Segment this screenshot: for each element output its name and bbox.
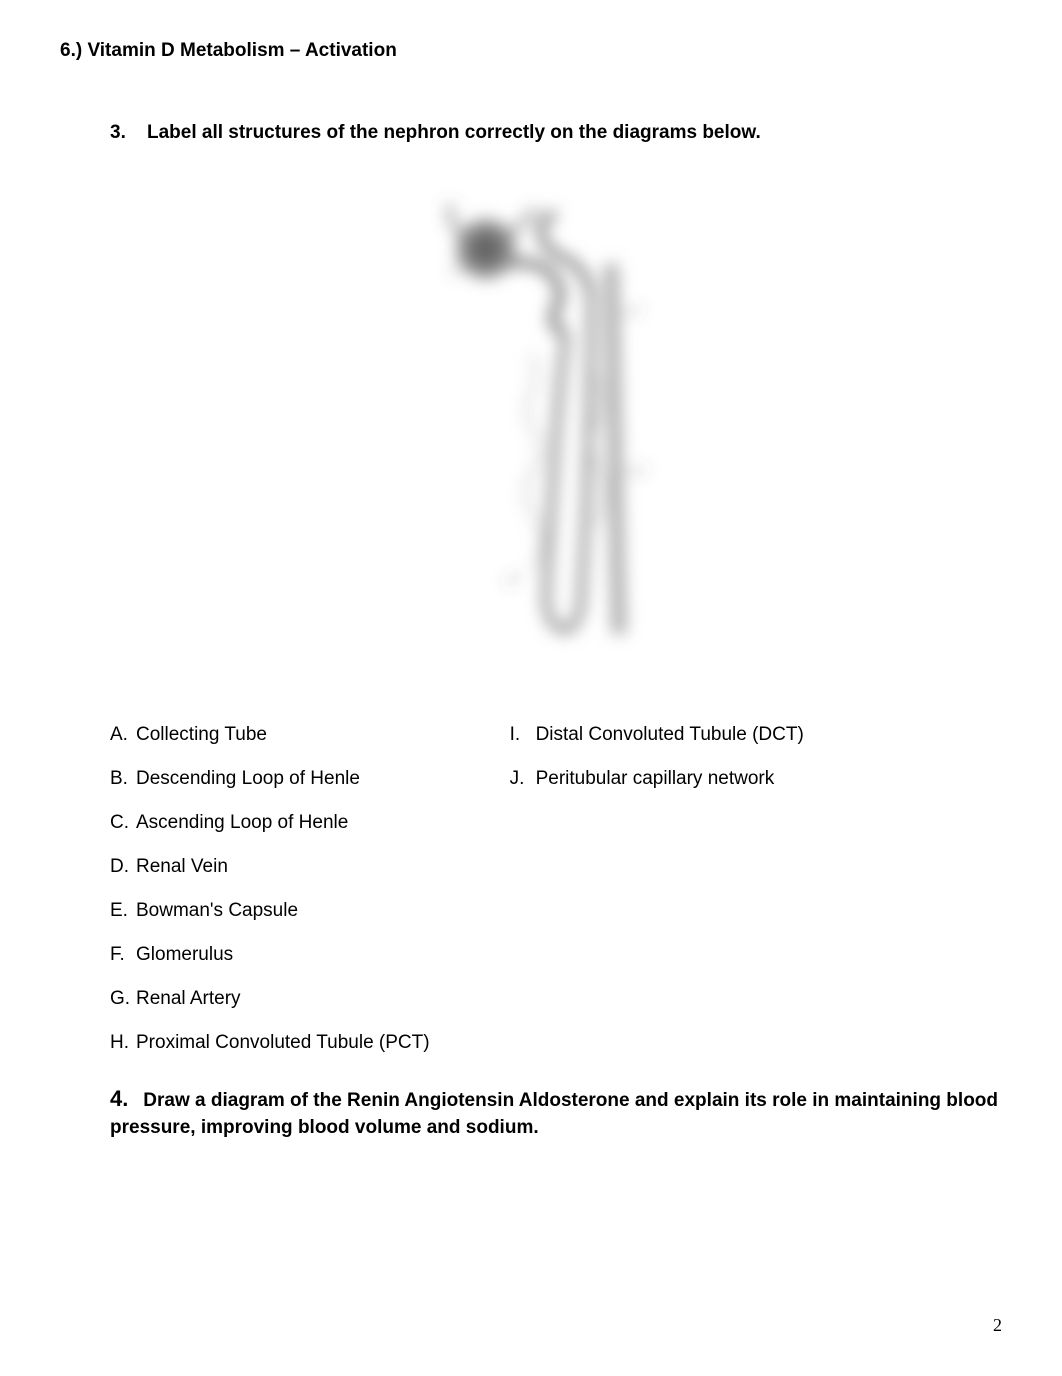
- answer-text: Distal Convoluted Tubule (DCT): [536, 724, 804, 746]
- answer-letter: D.: [110, 856, 136, 878]
- answer-letter: C.: [110, 812, 136, 834]
- diagram-container: [60, 174, 1002, 674]
- answer-item: E. Bowman's Capsule: [110, 900, 430, 922]
- answer-letter: E.: [110, 900, 136, 922]
- question-3: 3. Label all structures of the nephron c…: [110, 122, 1002, 144]
- question-3-text: Label all structures of the nephron corr…: [147, 122, 761, 143]
- answer-item: H. Proximal Convoluted Tubule (PCT): [110, 1032, 430, 1054]
- answer-item: I. Distal Convoluted Tubule (DCT): [510, 724, 804, 746]
- answer-letter: G.: [110, 988, 136, 1010]
- answer-item: F. Glomerulus: [110, 944, 430, 966]
- answer-text: Proximal Convoluted Tubule (PCT): [136, 1032, 430, 1054]
- answer-item: C. Ascending Loop of Henle: [110, 812, 430, 834]
- question-3-number: 3.: [110, 122, 126, 143]
- answer-text: Ascending Loop of Henle: [136, 812, 348, 834]
- answer-text: Glomerulus: [136, 944, 233, 966]
- answer-columns: A. Collecting Tube B. Descending Loop of…: [110, 724, 1002, 1054]
- answer-item: J. Peritubular capillary network: [510, 768, 804, 790]
- answer-text: Renal Vein: [136, 856, 228, 878]
- answer-text: Renal Artery: [136, 988, 241, 1010]
- answer-column-left: A. Collecting Tube B. Descending Loop of…: [110, 724, 430, 1054]
- answer-letter: J.: [510, 768, 536, 790]
- answer-letter: F.: [110, 944, 136, 966]
- answer-item: B. Descending Loop of Henle: [110, 768, 430, 790]
- answer-item: D. Renal Vein: [110, 856, 430, 878]
- answer-letter: B.: [110, 768, 136, 790]
- answer-text: Descending Loop of Henle: [136, 768, 360, 790]
- answer-text: Peritubular capillary network: [536, 768, 775, 790]
- answer-text: Bowman's Capsule: [136, 900, 298, 922]
- answer-column-right: I. Distal Convoluted Tubule (DCT) J. Per…: [510, 724, 804, 1054]
- question-4-text: Draw a diagram of the Renin Angiotensin …: [110, 1090, 998, 1138]
- question-4: 4. Draw a diagram of the Renin Angiotens…: [110, 1084, 1002, 1141]
- answer-letter: I.: [510, 724, 536, 746]
- answer-item: A. Collecting Tube: [110, 724, 430, 746]
- question-4-number: 4.: [110, 1084, 138, 1115]
- nephron-diagram: [391, 174, 671, 674]
- section-heading: 6.) Vitamin D Metabolism – Activation: [60, 40, 1002, 62]
- answer-letter: H.: [110, 1032, 136, 1054]
- page-number: 2: [993, 1315, 1002, 1336]
- answer-letter: A.: [110, 724, 136, 746]
- answer-item: G. Renal Artery: [110, 988, 430, 1010]
- answer-text: Collecting Tube: [136, 724, 267, 746]
